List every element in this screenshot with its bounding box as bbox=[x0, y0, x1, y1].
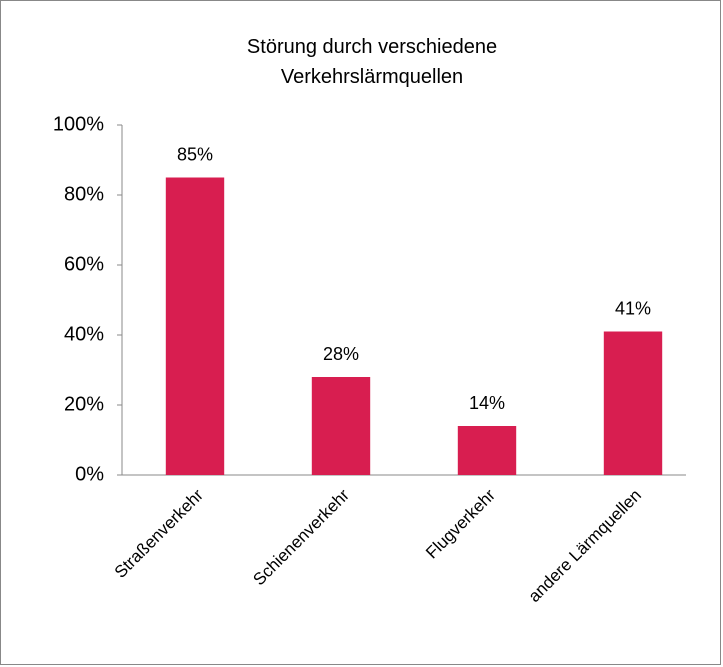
bar bbox=[165, 177, 225, 475]
bar bbox=[457, 426, 517, 475]
y-tick-label: 20% bbox=[64, 393, 104, 415]
y-tick-label: 40% bbox=[64, 323, 104, 345]
y-tick-label: 80% bbox=[64, 183, 104, 205]
value-label: 14% bbox=[469, 393, 505, 413]
value-label: 85% bbox=[177, 144, 213, 164]
value-label: 41% bbox=[615, 298, 651, 318]
bar bbox=[311, 377, 371, 475]
y-tick-label: 0% bbox=[75, 463, 104, 485]
chart-title: Störung durch verschiedene Verkehrslärmq… bbox=[246, 36, 498, 88]
y-tick-label: 60% bbox=[64, 253, 104, 275]
y-tick-label: 100% bbox=[53, 113, 104, 135]
value-label: 28% bbox=[323, 344, 359, 364]
bar bbox=[603, 331, 663, 475]
